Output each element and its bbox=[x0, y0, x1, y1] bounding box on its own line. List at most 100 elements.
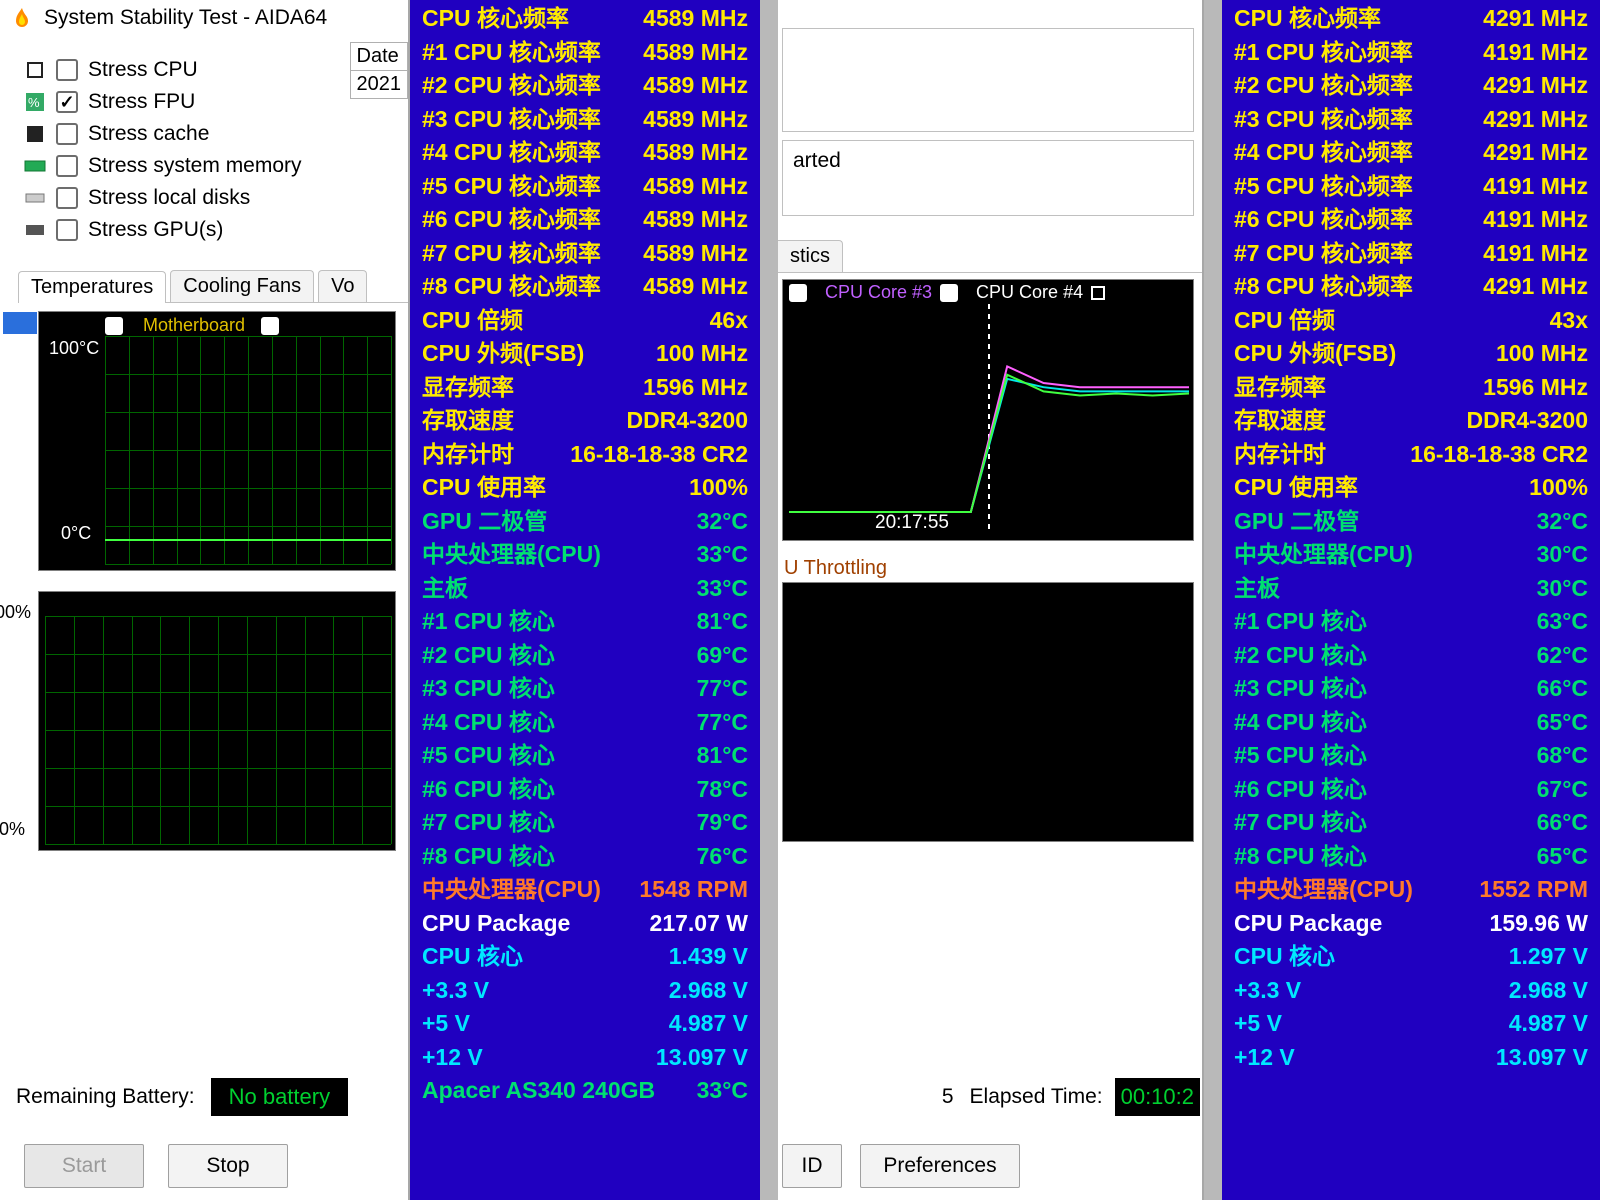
blank-panel bbox=[782, 28, 1194, 132]
osd-row: CPU 核心1.297 V bbox=[1234, 940, 1588, 974]
osd-label: CPU Package bbox=[1234, 907, 1382, 941]
osd-value: 4191 MHz bbox=[1473, 203, 1588, 237]
osd-label: #4 CPU 核心 bbox=[422, 706, 555, 740]
legend-label: CPU Core #3 bbox=[825, 282, 932, 303]
osd-value: 4291 MHz bbox=[1473, 103, 1588, 137]
osd-value: 1596 MHz bbox=[1473, 371, 1588, 405]
stress-option[interactable]: Stress GPU(s) bbox=[0, 214, 408, 246]
preferences-button[interactable]: Preferences bbox=[860, 1144, 1020, 1188]
cpu-icon bbox=[22, 59, 48, 81]
osd-label: 内存计时 bbox=[1234, 438, 1326, 472]
osd-label: #8 CPU 核心频率 bbox=[422, 270, 601, 304]
osd-label: #4 CPU 核心 bbox=[1234, 706, 1367, 740]
osd-label: GPU 二极管 bbox=[422, 505, 547, 539]
osd-value: 81°C bbox=[687, 739, 748, 773]
osd-label: CPU 外频(FSB) bbox=[422, 337, 584, 371]
osd-row: #5 CPU 核心81°C bbox=[422, 739, 748, 773]
osd-value: 66°C bbox=[1527, 806, 1588, 840]
tab-vo[interactable]: Vo bbox=[318, 270, 367, 302]
osd-label: #1 CPU 核心 bbox=[1234, 605, 1367, 639]
osd-row: 主板33°C bbox=[422, 572, 748, 606]
osd-value: 4191 MHz bbox=[1473, 170, 1588, 204]
gpu-icon bbox=[22, 219, 48, 241]
checkbox[interactable] bbox=[56, 91, 78, 113]
osd-row: #1 CPU 核心频率4589 MHz bbox=[422, 36, 748, 70]
osd-row: CPU 外频(FSB)100 MHz bbox=[422, 337, 748, 371]
stress-label: Stress system memory bbox=[88, 154, 302, 178]
tab-cooling-fans[interactable]: Cooling Fans bbox=[170, 270, 314, 302]
start-button[interactable]: Start bbox=[24, 1144, 144, 1188]
osd-row: 主板30°C bbox=[1234, 572, 1588, 606]
osd-row: 中央处理器(CPU)1548 RPM bbox=[422, 873, 748, 907]
legend-checkbox[interactable] bbox=[940, 284, 958, 302]
osd-row: #6 CPU 核心67°C bbox=[1234, 773, 1588, 807]
osd-value: 1552 RPM bbox=[1469, 873, 1588, 907]
checkbox[interactable] bbox=[56, 59, 78, 81]
elapsed-label: Elapsed Time: bbox=[970, 1085, 1103, 1109]
osd-label: CPU 使用率 bbox=[422, 471, 546, 505]
checkbox[interactable] bbox=[56, 187, 78, 209]
osd-row: #3 CPU 核心频率4291 MHz bbox=[1234, 103, 1588, 137]
osd-row: #4 CPU 核心77°C bbox=[422, 706, 748, 740]
id-button[interactable]: ID bbox=[782, 1144, 842, 1188]
osd-label: 显存频率 bbox=[1234, 371, 1326, 405]
osd-label: CPU 核心频率 bbox=[422, 2, 569, 36]
osd-label: #2 CPU 核心频率 bbox=[1234, 69, 1413, 103]
osd-value: 32°C bbox=[1527, 505, 1588, 539]
separator bbox=[1204, 0, 1222, 1200]
window-titlebar[interactable]: System Stability Test - AIDA64 bbox=[0, 0, 408, 36]
osd-row: #8 CPU 核心频率4291 MHz bbox=[1234, 270, 1588, 304]
osd-row: CPU 外频(FSB)100 MHz bbox=[1234, 337, 1588, 371]
osd-value: 30°C bbox=[1527, 538, 1588, 572]
checkbox[interactable] bbox=[56, 123, 78, 145]
stress-label: Stress local disks bbox=[88, 186, 250, 210]
log-list[interactable]: arted bbox=[782, 140, 1194, 216]
aida64-flame-icon bbox=[10, 6, 34, 30]
osd-row: 显存频率1596 MHz bbox=[422, 371, 748, 405]
osd-value: 63°C bbox=[1527, 605, 1588, 639]
osd-label: #8 CPU 核心 bbox=[422, 840, 555, 874]
osd-value: 65°C bbox=[1527, 706, 1588, 740]
osd-row: #8 CPU 核心频率 4589 MHz bbox=[422, 270, 748, 304]
osd-value: 4.987 V bbox=[1499, 1007, 1588, 1041]
svg-text:%: % bbox=[28, 95, 40, 110]
osd-label: +3.3 V bbox=[1234, 974, 1301, 1008]
legend-checkbox[interactable] bbox=[789, 284, 807, 302]
log-entry: arted bbox=[793, 149, 841, 172]
legend-checkbox[interactable] bbox=[1091, 286, 1105, 300]
osd-label: 中央处理器(CPU) bbox=[422, 873, 601, 907]
elapsed-value: 00:10:2 bbox=[1115, 1078, 1200, 1116]
osd-value: 1.439 V bbox=[659, 940, 748, 974]
osd-value: 100% bbox=[679, 471, 748, 505]
osd-row: #2 CPU 核心69°C bbox=[422, 639, 748, 673]
selection-indicator bbox=[3, 312, 37, 334]
stress-label: Stress FPU bbox=[88, 90, 195, 114]
osd-label: #6 CPU 核心频率 bbox=[422, 203, 601, 237]
osd-row: #2 CPU 核心62°C bbox=[1234, 639, 1588, 673]
osd-value: 4589 MHz bbox=[633, 270, 748, 304]
osd-value: 4589 MHz bbox=[633, 170, 748, 204]
osd-row: 中央处理器(CPU)30°C bbox=[1234, 538, 1588, 572]
osd-value: 1596 MHz bbox=[633, 371, 748, 405]
osd-label: #6 CPU 核心频率 bbox=[1234, 203, 1413, 237]
osd-label: 中央处理器(CPU) bbox=[1234, 873, 1413, 907]
osd-row: CPU 使用率 100% bbox=[422, 471, 748, 505]
osd-row: #2 CPU 核心频率4589 MHz bbox=[422, 69, 748, 103]
tab-temperatures[interactable]: Temperatures bbox=[18, 271, 166, 303]
stress-option[interactable]: Stress CPU bbox=[0, 54, 408, 86]
stress-option[interactable]: Stress system memory bbox=[0, 150, 408, 182]
tab-statistics[interactable]: stics bbox=[778, 240, 843, 272]
osd-value: 4291 MHz bbox=[1473, 69, 1588, 103]
osd-label: #1 CPU 核心频率 bbox=[1234, 36, 1413, 70]
stop-button[interactable]: Stop bbox=[168, 1144, 288, 1188]
osd-label: #7 CPU 核心频率 bbox=[422, 237, 601, 271]
stress-option[interactable]: Stress cache bbox=[0, 118, 408, 150]
osd-value: 100 MHz bbox=[1486, 337, 1588, 371]
cpu-core-graph: CPU Core #3 CPU Core #4 20:17:55 bbox=[782, 279, 1194, 541]
checkbox[interactable] bbox=[56, 155, 78, 177]
stress-option[interactable]: Stress local disks bbox=[0, 182, 408, 214]
stress-option[interactable]: % Stress FPU bbox=[0, 86, 408, 118]
osd-value: 4.987 V bbox=[659, 1007, 748, 1041]
osd-label: #3 CPU 核心 bbox=[422, 672, 555, 706]
checkbox[interactable] bbox=[56, 219, 78, 241]
